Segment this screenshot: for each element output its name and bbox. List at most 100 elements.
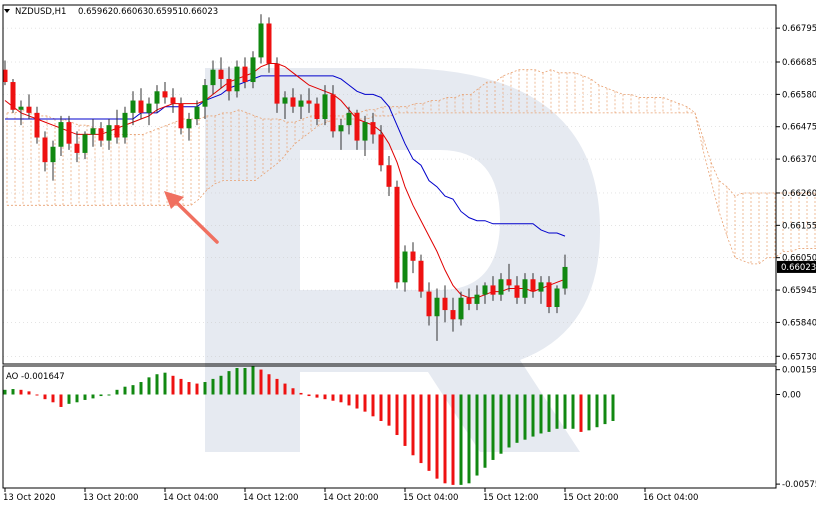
ao-bar xyxy=(499,394,503,454)
ao-bar xyxy=(51,394,55,403)
price-tick-label: 0.66050 xyxy=(782,254,816,264)
indicator-pane[interactable]: AO -0.001647 xyxy=(3,366,615,485)
candle xyxy=(122,106,128,144)
candle-body xyxy=(266,23,272,64)
price-pane[interactable]: NZDUSD,H1 0.65962 0.66063 0.65951 0.6602… xyxy=(2,7,816,357)
ohlc-open: 0.65962 xyxy=(78,7,113,17)
candle-body xyxy=(26,106,32,113)
senkou-span-a xyxy=(7,69,816,197)
candle-body xyxy=(538,282,544,292)
candle-body xyxy=(234,66,240,92)
candle xyxy=(346,106,352,135)
ao-bar xyxy=(371,394,375,417)
ao-bar xyxy=(443,394,447,484)
kijun-sen-line xyxy=(5,75,566,237)
candle xyxy=(258,14,264,64)
price-tick-label: 0.65945 xyxy=(782,286,816,296)
ao-bar xyxy=(579,394,583,432)
candle-body xyxy=(354,112,360,141)
ao-bar xyxy=(43,394,47,400)
price-tick-label: 0.66260 xyxy=(782,189,816,199)
candle xyxy=(466,288,472,311)
symbol-label: NZDUSD,H1 xyxy=(15,7,66,17)
ao-bar xyxy=(435,394,439,479)
candle-body xyxy=(298,100,304,107)
candle xyxy=(434,288,440,341)
candle xyxy=(394,180,400,289)
candle xyxy=(114,109,120,144)
candle xyxy=(2,60,8,86)
candle xyxy=(90,119,96,147)
candle xyxy=(74,131,80,163)
candle xyxy=(154,85,160,113)
arrow-shaft xyxy=(172,198,219,244)
time-tick-label: 14 Oct 04:00 xyxy=(163,493,218,503)
current-price-tag: 0.66023 xyxy=(777,260,816,273)
senkou-span-b xyxy=(7,112,816,265)
candle-body xyxy=(514,285,520,298)
candle-body xyxy=(202,85,208,107)
ohlc-high: 0.66063 xyxy=(113,7,148,17)
candle xyxy=(34,106,40,144)
candle xyxy=(538,276,544,304)
indicator-tick-label: 0.001592 xyxy=(782,366,816,376)
ao-bar xyxy=(547,394,551,432)
candle xyxy=(402,245,408,292)
ao-bar xyxy=(563,394,567,429)
candle xyxy=(362,115,368,156)
candle-body xyxy=(34,112,40,138)
time-axis: 13 Oct 2020 13 Oct 20:00 14 Oct 04:00 14 Oc… xyxy=(3,488,698,503)
awesome-oscillator-bars xyxy=(3,366,615,485)
ao-bar xyxy=(419,394,423,464)
indicator-pane-frame xyxy=(2,365,777,489)
ao-bar xyxy=(267,374,271,395)
ao-bar xyxy=(67,394,71,404)
candle xyxy=(386,155,392,197)
candle-body xyxy=(386,165,392,187)
candle xyxy=(442,285,448,323)
annotation-arrow xyxy=(164,191,219,244)
candle-body xyxy=(18,106,24,110)
price-tick-label: 0.66475 xyxy=(782,123,816,133)
ao-bar xyxy=(131,385,135,395)
indicator-axis: 0.001592 0.00 -0.00575 xyxy=(776,366,816,490)
candle xyxy=(130,91,136,126)
candle xyxy=(42,131,48,172)
candle-body xyxy=(106,125,112,141)
candle-body xyxy=(554,288,560,307)
ichimoku-cloud xyxy=(6,69,816,265)
ao-bar xyxy=(99,394,103,397)
price-tick-label: 0.65840 xyxy=(782,318,816,328)
ao-bar xyxy=(155,374,159,395)
ao-bar xyxy=(603,394,607,425)
ao-bar xyxy=(403,394,407,446)
candle xyxy=(234,60,240,98)
tenkan-sen-line xyxy=(4,63,566,299)
candle xyxy=(186,112,192,141)
candle xyxy=(514,276,520,304)
ao-bar xyxy=(163,372,167,395)
candle-body xyxy=(42,137,48,163)
candle-body xyxy=(90,128,96,135)
chevron-down-icon[interactable] xyxy=(4,9,10,13)
ao-bar xyxy=(75,394,79,403)
arrow-head xyxy=(164,191,184,209)
time-tick-label: 15 Oct 20:00 xyxy=(563,493,618,503)
candle-body xyxy=(378,134,384,166)
candle xyxy=(410,242,416,274)
ao-bar xyxy=(427,394,431,471)
ao-bar xyxy=(595,394,599,428)
candle xyxy=(458,291,464,326)
candle xyxy=(314,97,320,126)
ao-bar xyxy=(219,375,223,395)
indicator-tick-label: 0.00 xyxy=(782,390,801,400)
candle xyxy=(66,115,72,150)
ao-bar xyxy=(611,394,615,421)
ao-bar xyxy=(515,394,519,443)
candle-body xyxy=(194,106,200,120)
price-tick-label: 0.66795 xyxy=(782,24,816,34)
time-tick-label: 15 Oct 12:00 xyxy=(483,493,538,503)
time-tick-label: 15 Oct 04:00 xyxy=(403,493,458,503)
ao-bar xyxy=(179,378,183,395)
